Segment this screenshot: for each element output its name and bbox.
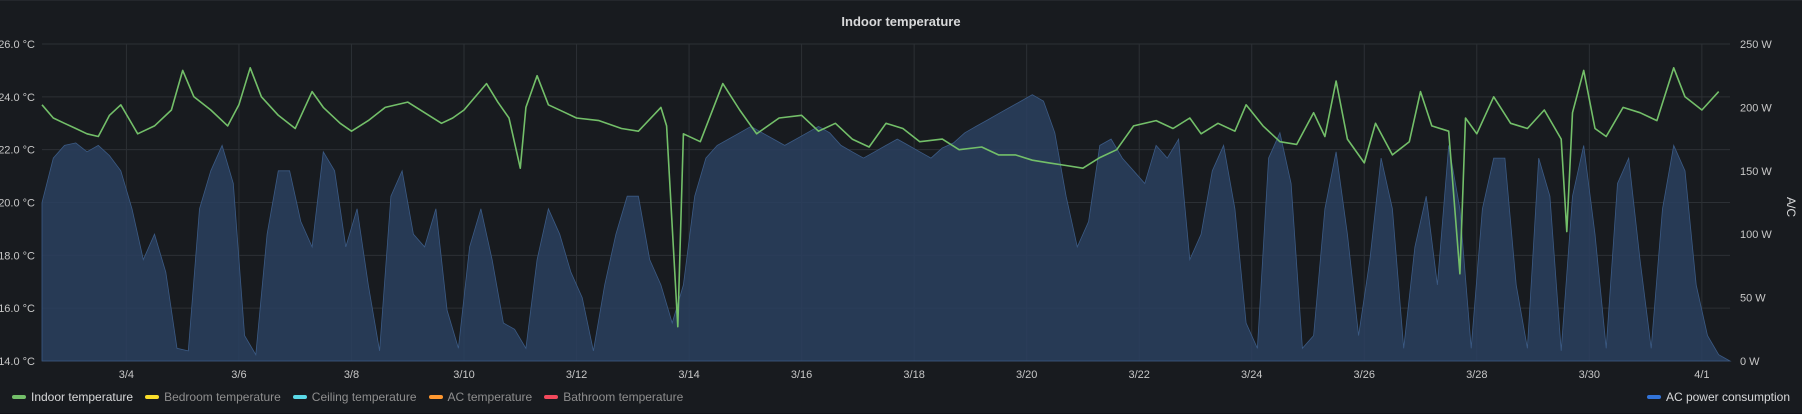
x-tick-label: 3/20 (1016, 369, 1037, 381)
y-left-tick-label: 26.0 °C (0, 39, 35, 51)
x-tick-label: 3/18 (903, 369, 924, 381)
y-axis-left: 26.0 °C 24.0 °C 22.0 °C 20.0 °C 18.0 °C 16.0 … (0, 39, 35, 368)
y-right-tick-label: 150 W (1740, 166, 1772, 178)
y-right-tick-label: 200 W (1740, 102, 1772, 114)
legend: Indoor temperature Bedroom temperature Cei… (12, 390, 683, 404)
x-tick-label: 3/8 (344, 369, 359, 381)
y-right-tick-label: 250 W (1740, 39, 1772, 51)
y-axis-right: 250 W 200 W 150 W 100 W 50 W 0 W (1740, 39, 1772, 368)
x-tick-label: 4/1 (1694, 369, 1709, 381)
legend-swatch (292, 395, 307, 399)
legend-swatch (145, 395, 160, 399)
legend-swatch (1646, 395, 1661, 399)
x-tick-label: 3/10 (453, 369, 474, 381)
legend-item[interactable]: Bathroom temperature (544, 390, 683, 404)
legend-item[interactable]: Bedroom temperature (145, 390, 281, 404)
legend-item[interactable]: AC temperature (428, 390, 533, 404)
y-left-tick-label: 24.0 °C (0, 92, 35, 104)
y-left-tick-label: 18.0 °C (0, 250, 35, 262)
legend-item[interactable]: Indoor temperature (12, 390, 133, 404)
legend-label: AC power consumption (1665, 390, 1790, 404)
ac-power-area-path (41, 94, 1732, 362)
legend-swatch (544, 395, 559, 399)
legend-swatch (12, 395, 26, 399)
y-right-tick-label: 50 W (1740, 293, 1766, 305)
legend-label: Bathroom temperature (563, 390, 684, 404)
legend-item-ac-power[interactable]: AC power consumption (1646, 390, 1790, 404)
x-tick-label: 3/6 (231, 369, 246, 381)
x-tick-label: 3/22 (1128, 369, 1149, 381)
y-left-tick-label: 16.0 °C (0, 303, 35, 315)
temperature-lines (41, 67, 1720, 328)
legend-label: Ceiling temperature (311, 390, 417, 404)
y-right-tick-label: 0 W (1740, 356, 1760, 368)
y-left-tick-label: 14.0 °C (0, 356, 35, 368)
legend-label: Indoor temperature (31, 390, 134, 404)
series-line-indoor-temperature (41, 67, 1720, 328)
legend-item[interactable]: Ceiling temperature (292, 390, 417, 404)
x-tick-label: 3/26 (1354, 369, 1375, 381)
x-tick-label: 3/12 (566, 369, 587, 381)
panel-title: Indoor temperature (841, 14, 961, 29)
legend-swatch (428, 395, 443, 399)
x-tick-label: 3/28 (1466, 369, 1487, 381)
x-tick-label: 3/24 (1241, 369, 1262, 381)
y-left-tick-label: 22.0 °C (0, 145, 35, 157)
y-left-tick-label: 20.0 °C (0, 198, 35, 210)
x-tick-label: 3/4 (119, 369, 134, 381)
x-tick-label: 3/30 (1579, 369, 1600, 381)
legend-label: AC temperature (447, 390, 533, 404)
ac-power-area (41, 94, 1732, 362)
x-tick-label: 3/14 (678, 369, 699, 381)
x-axis: 3/4 3/6 3/8 3/10 3/12 3/14 3/16 3/18 3/20 3/22 3/2… (119, 369, 1710, 381)
x-tick-label: 3/16 (791, 369, 812, 381)
y-axis-right-label: A/C (1784, 197, 1798, 217)
legend-label: Bedroom temperature (164, 390, 281, 404)
y-right-tick-label: 100 W (1740, 229, 1772, 241)
